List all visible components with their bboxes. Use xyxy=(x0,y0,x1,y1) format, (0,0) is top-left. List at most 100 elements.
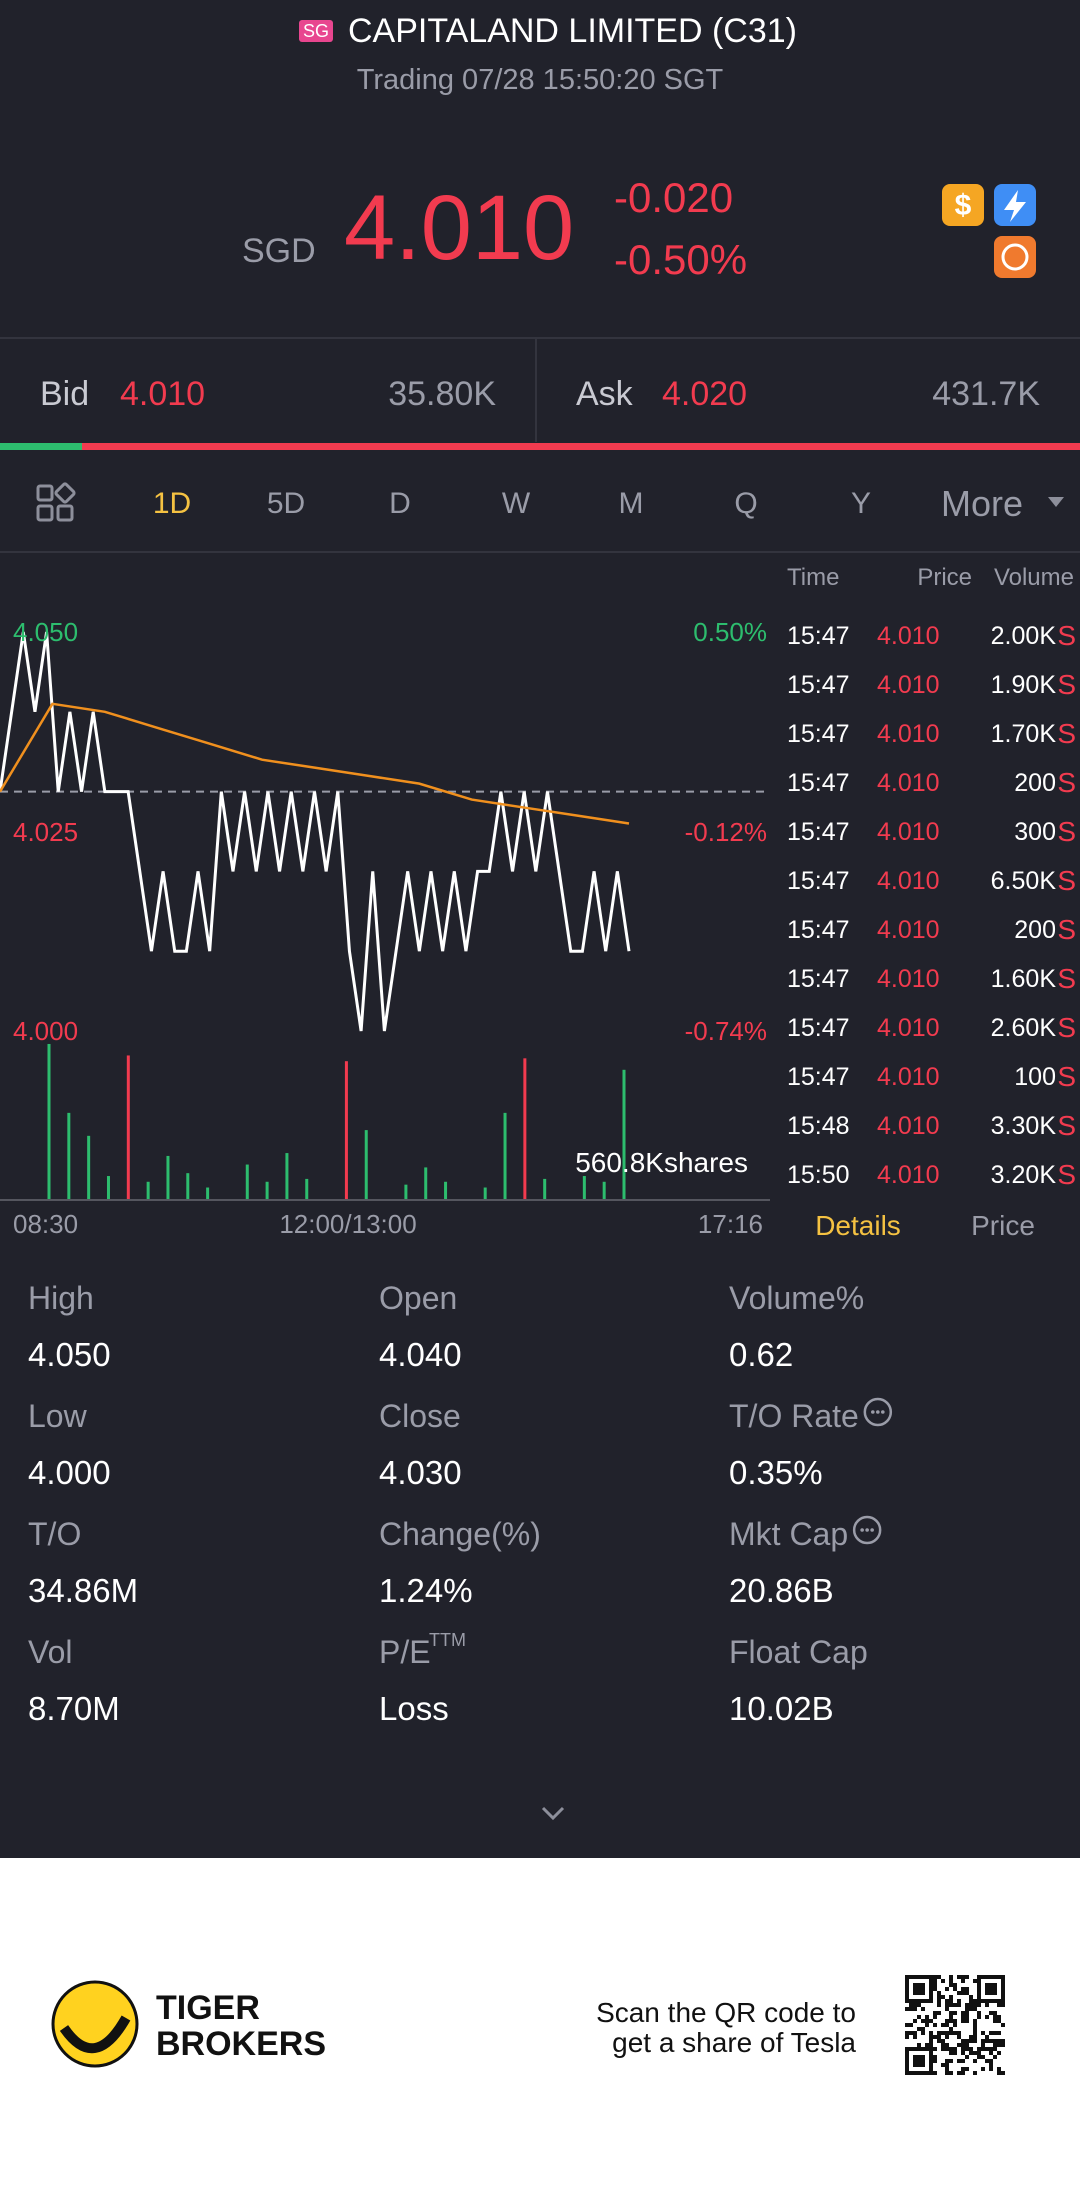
trade-time: 15:47 xyxy=(787,964,850,993)
qr-module xyxy=(941,2039,945,2043)
stat-value: 4.000 xyxy=(28,1453,111,1491)
qr-module xyxy=(997,2039,1001,2043)
stat-label: High xyxy=(28,1280,94,1316)
qr-module xyxy=(1001,2039,1005,2043)
qr-module xyxy=(969,2007,973,2011)
volume-bar xyxy=(305,1178,309,1199)
qr-module xyxy=(969,1999,973,2003)
dollar-icon[interactable] xyxy=(942,184,984,226)
trade-side: S xyxy=(1057,1110,1076,1141)
qr-module xyxy=(965,2055,969,2059)
qr-module xyxy=(985,2047,989,2051)
stat-label: P/E xyxy=(379,1634,431,1670)
qr-module xyxy=(925,2015,929,2019)
qr-module xyxy=(973,2003,977,2007)
footer-graphics xyxy=(51,1975,1005,2075)
bid-label: Bid xyxy=(40,375,90,413)
qr-module xyxy=(989,2047,993,2051)
period-tab[interactable]: 1D xyxy=(152,487,192,520)
qr-module xyxy=(945,1987,949,1991)
stat-value: 10.02B xyxy=(729,1689,834,1727)
qr-module xyxy=(981,2043,985,2047)
qr-module xyxy=(977,2051,981,2055)
trade-time: 15:47 xyxy=(787,1013,850,1042)
period-tab[interactable]: More xyxy=(940,483,1024,524)
volume-bar xyxy=(503,1112,507,1199)
period-tab[interactable]: M xyxy=(618,487,644,520)
period-tab[interactable]: Q xyxy=(734,487,758,520)
volume-bar xyxy=(47,1043,51,1199)
period-tab[interactable]: 5D xyxy=(266,487,306,520)
volume-bar xyxy=(106,1176,110,1199)
trade-header: Price xyxy=(917,564,972,591)
qr-module xyxy=(925,2043,929,2047)
qr-module xyxy=(949,2047,953,2051)
trade-side: S xyxy=(1057,1061,1076,1092)
qr-module xyxy=(933,1979,937,1983)
qr-module xyxy=(945,2043,949,2047)
qr-module xyxy=(957,2003,961,2007)
info-dot xyxy=(881,1410,885,1414)
qr-module xyxy=(933,2071,937,2075)
stat-value: 0.35% xyxy=(729,1453,823,1491)
stat-label: Volume% xyxy=(729,1280,865,1316)
trade-time: 15:47 xyxy=(787,621,850,650)
qr-module xyxy=(965,1991,969,1995)
ask-price: 4.020 xyxy=(662,375,748,413)
price-change-pct: -0.50% xyxy=(614,236,748,283)
qr-module xyxy=(969,2003,973,2007)
period-tab[interactable]: Y xyxy=(850,487,872,520)
qr-module xyxy=(997,2071,1001,2075)
info-icon[interactable] xyxy=(863,1397,893,1427)
qr-module xyxy=(993,2039,997,2043)
trade-volume: 1.70K xyxy=(990,719,1056,748)
trade-time: 15:47 xyxy=(787,719,850,748)
qr-module xyxy=(981,2047,985,2051)
period-tab[interactable]: D xyxy=(389,487,411,520)
ask-label: Ask xyxy=(576,375,633,413)
trade-time: 15:50 xyxy=(787,1160,850,1189)
info-dot xyxy=(871,1410,875,1414)
stat-value: 4.040 xyxy=(379,1335,462,1373)
qr-module xyxy=(917,2003,921,2007)
qr-module xyxy=(945,2067,949,2071)
qr-module xyxy=(945,2047,949,2051)
options-icon[interactable] xyxy=(994,236,1036,278)
expand-chevron[interactable] xyxy=(541,1806,565,1821)
qr-module xyxy=(945,2007,949,2011)
qr-module xyxy=(993,2031,997,2035)
qr-module xyxy=(953,2011,957,2015)
qr-module xyxy=(953,2003,957,2007)
qr-module xyxy=(953,2019,957,2023)
screen-graphics: $ xyxy=(0,184,1080,1821)
qr-module xyxy=(985,2015,989,2019)
qr-module xyxy=(993,2043,997,2047)
qr-module xyxy=(965,2047,969,2051)
qr-module xyxy=(989,2063,993,2067)
price-tab[interactable]: Price xyxy=(971,1210,1035,1241)
trade-volume: 1.60K xyxy=(990,964,1056,993)
trade-price: 4.010 xyxy=(877,1160,940,1189)
qr-module xyxy=(945,2019,949,2023)
more-arrow[interactable] xyxy=(1048,497,1064,507)
period-tab[interactable]: W xyxy=(501,487,531,520)
info-icon[interactable] xyxy=(852,1515,882,1545)
detail-tab[interactable]: Details xyxy=(815,1210,901,1241)
volume-bar xyxy=(126,1055,130,1199)
qr-module xyxy=(981,2055,985,2059)
x-tick-label: 08:30 xyxy=(13,1209,79,1239)
qr-module xyxy=(973,1999,977,2003)
qr-module xyxy=(985,2059,989,2063)
qr-module xyxy=(933,1975,937,1979)
quote-panel xyxy=(0,0,1080,1858)
qr-module xyxy=(945,2023,949,2027)
qr-module xyxy=(989,2011,993,2015)
qr-module xyxy=(997,2067,1001,2071)
trade-volume: 200 xyxy=(1014,768,1056,797)
trade-time: 15:47 xyxy=(787,866,850,895)
trade-side: S xyxy=(1057,669,1076,700)
stat-value: 8.70M xyxy=(28,1689,120,1727)
trade-time: 15:47 xyxy=(787,1062,850,1091)
last-price: 4.010 xyxy=(344,177,575,279)
